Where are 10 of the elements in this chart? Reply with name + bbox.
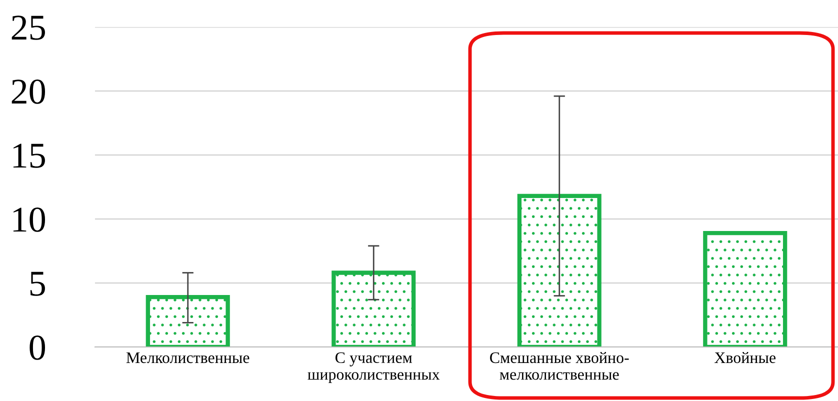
y-tick-label: 20 [12,80,46,104]
x-tick-label: Смешанные хвойно- мелколиственные [490,352,629,380]
x-tick-label: Хвойные [714,352,776,364]
y-tick-label: 0 [30,336,46,360]
y-tick-label: 10 [13,208,46,232]
y-tick-label: 25 [12,16,45,40]
y-tick-label: 5 [30,272,45,296]
y-tick-label: 15 [13,144,45,168]
x-tick-label: С участием широколиственных [308,352,440,384]
x-tick-label: Мелколиственные [126,352,250,364]
